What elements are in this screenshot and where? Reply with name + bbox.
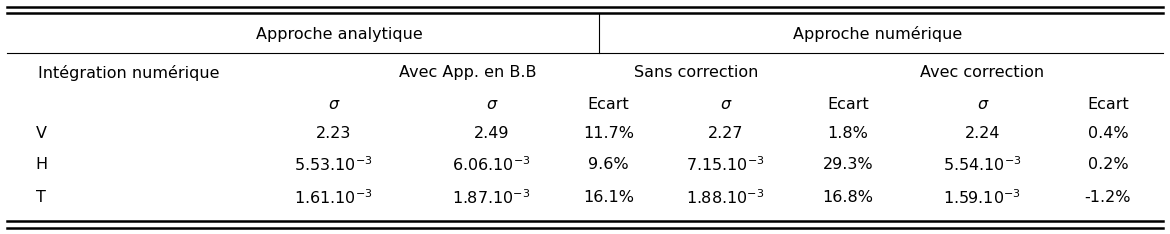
Text: Approche analytique: Approche analytique <box>256 27 424 42</box>
Text: Approche numérique: Approche numérique <box>792 26 962 42</box>
Text: Avec App. en B.B: Avec App. en B.B <box>399 65 537 80</box>
Text: Ecart: Ecart <box>827 97 869 112</box>
Text: 1.88.10$^{-3}$: 1.88.10$^{-3}$ <box>686 188 764 207</box>
Text: 1.59.10$^{-3}$: 1.59.10$^{-3}$ <box>943 188 1021 207</box>
Text: H: H <box>36 157 48 172</box>
Text: 29.3%: 29.3% <box>823 157 873 172</box>
Text: 5.53.10$^{-3}$: 5.53.10$^{-3}$ <box>295 155 373 174</box>
Text: 5.54.10$^{-3}$: 5.54.10$^{-3}$ <box>943 155 1021 174</box>
Text: σ: σ <box>977 97 987 112</box>
Text: 2.49: 2.49 <box>474 126 509 141</box>
Text: T: T <box>36 190 46 205</box>
Text: σ: σ <box>487 97 496 112</box>
Text: 16.8%: 16.8% <box>823 190 874 205</box>
Text: 11.7%: 11.7% <box>583 126 634 141</box>
Text: σ: σ <box>721 97 730 112</box>
Text: Avec correction: Avec correction <box>921 65 1045 80</box>
Text: Intégration numérique: Intégration numérique <box>39 65 220 81</box>
Text: 1.8%: 1.8% <box>827 126 868 141</box>
Text: 1.61.10$^{-3}$: 1.61.10$^{-3}$ <box>295 188 373 207</box>
Text: V: V <box>36 126 47 141</box>
Text: Sans correction: Sans correction <box>634 65 758 80</box>
Text: Ecart: Ecart <box>587 97 629 112</box>
Text: 16.1%: 16.1% <box>583 190 634 205</box>
Text: 0.4%: 0.4% <box>1088 126 1128 141</box>
Text: -1.2%: -1.2% <box>1085 190 1131 205</box>
Text: σ: σ <box>329 97 339 112</box>
Text: 2.24: 2.24 <box>964 126 1000 141</box>
Text: 2.27: 2.27 <box>708 126 743 141</box>
Text: 0.2%: 0.2% <box>1088 157 1128 172</box>
Text: 6.06.10$^{-3}$: 6.06.10$^{-3}$ <box>452 155 531 174</box>
Text: Ecart: Ecart <box>1087 97 1129 112</box>
Text: 2.23: 2.23 <box>316 126 351 141</box>
Text: 7.15.10$^{-3}$: 7.15.10$^{-3}$ <box>686 155 765 174</box>
Text: 9.6%: 9.6% <box>589 157 628 172</box>
Text: 1.87.10$^{-3}$: 1.87.10$^{-3}$ <box>453 188 531 207</box>
